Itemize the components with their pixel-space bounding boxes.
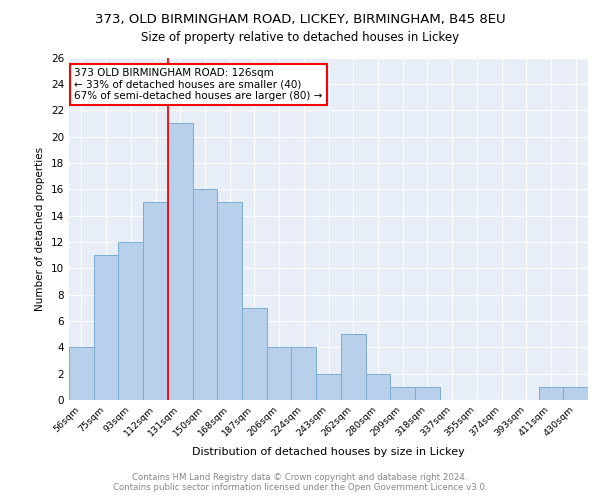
Text: 373, OLD BIRMINGHAM ROAD, LICKEY, BIRMINGHAM, B45 8EU: 373, OLD BIRMINGHAM ROAD, LICKEY, BIRMIN…: [95, 12, 505, 26]
Bar: [316, 374, 341, 400]
Bar: [118, 242, 143, 400]
Bar: [563, 387, 588, 400]
Bar: [168, 124, 193, 400]
Text: Contains HM Land Registry data © Crown copyright and database right 2024.
Contai: Contains HM Land Registry data © Crown c…: [113, 473, 487, 492]
Text: 373 OLD BIRMINGHAM ROAD: 126sqm
← 33% of detached houses are smaller (40)
67% of: 373 OLD BIRMINGHAM ROAD: 126sqm ← 33% of…: [74, 68, 323, 101]
Bar: [267, 348, 292, 400]
Bar: [415, 387, 440, 400]
Text: Size of property relative to detached houses in Lickey: Size of property relative to detached ho…: [141, 31, 459, 44]
Bar: [539, 387, 563, 400]
Bar: [69, 348, 94, 400]
Bar: [292, 348, 316, 400]
Bar: [193, 189, 217, 400]
Bar: [217, 202, 242, 400]
Bar: [390, 387, 415, 400]
Y-axis label: Number of detached properties: Number of detached properties: [35, 146, 46, 311]
Bar: [365, 374, 390, 400]
X-axis label: Distribution of detached houses by size in Lickey: Distribution of detached houses by size …: [192, 447, 465, 457]
Bar: [143, 202, 168, 400]
Bar: [242, 308, 267, 400]
Bar: [94, 255, 118, 400]
Bar: [341, 334, 365, 400]
